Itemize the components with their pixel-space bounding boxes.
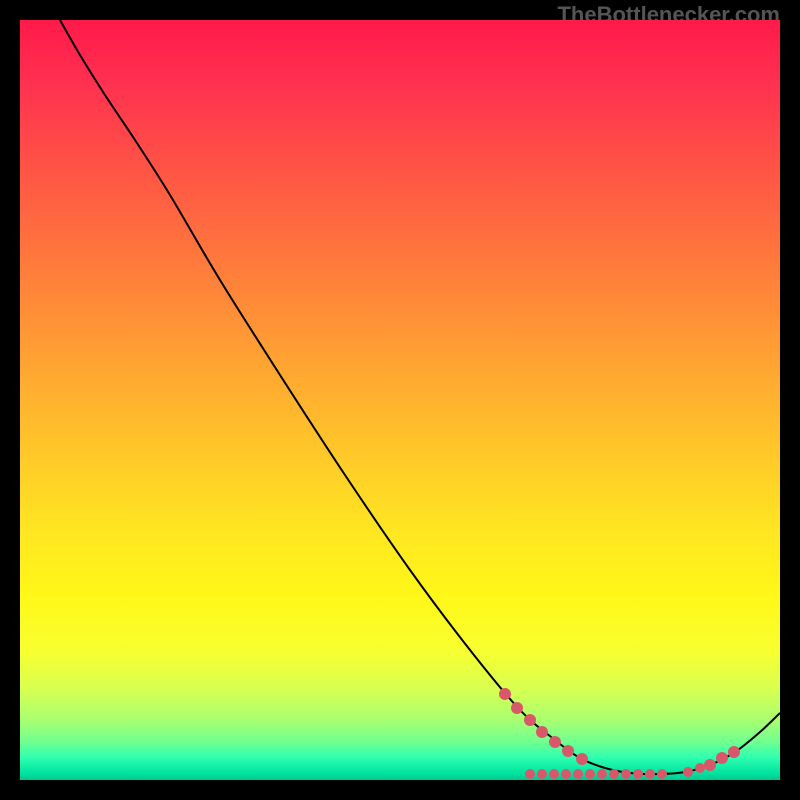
data-marker (573, 769, 583, 779)
chart-area (20, 20, 780, 780)
data-marker (549, 736, 561, 748)
data-marker (511, 702, 523, 714)
data-marker (585, 769, 595, 779)
data-marker (524, 714, 536, 726)
data-marker (576, 753, 588, 765)
curve-svg (20, 20, 780, 780)
data-marker (525, 769, 535, 779)
data-marker (561, 769, 571, 779)
data-marker (716, 752, 728, 764)
data-marker (633, 769, 643, 779)
data-marker (657, 769, 667, 779)
data-marker (536, 726, 548, 738)
data-marker (645, 769, 655, 779)
data-marker (549, 769, 559, 779)
data-marker (609, 769, 619, 779)
data-marker (537, 769, 547, 779)
data-marker (597, 769, 607, 779)
data-marker (562, 745, 574, 757)
data-marker (621, 769, 631, 779)
data-marker (704, 759, 716, 771)
data-marker (728, 746, 740, 758)
bottleneck-curve (60, 20, 780, 774)
data-marker (683, 767, 693, 777)
data-marker (499, 688, 511, 700)
